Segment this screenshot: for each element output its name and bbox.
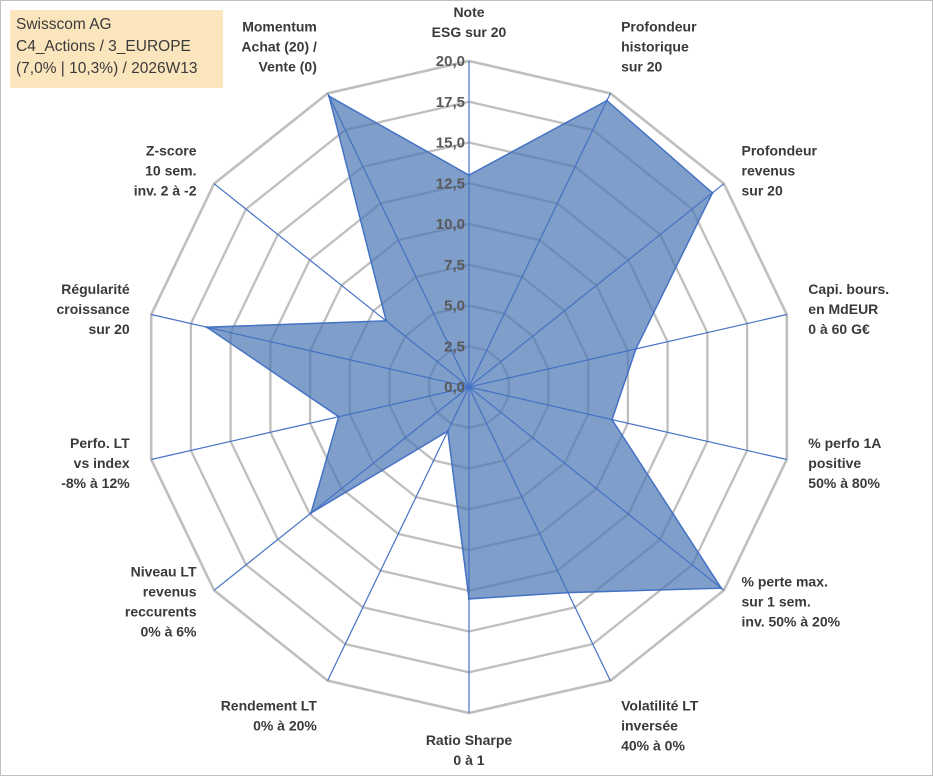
tick-label: 5,0	[444, 298, 465, 315]
axis-label: Capi. bours. en MdEUR 0 à 60 G€	[808, 281, 889, 337]
axis-spoke	[151, 313, 470, 388]
axis-label-line: % perfo 1A	[808, 435, 881, 451]
axis-label-line: ESG sur 20	[432, 24, 507, 40]
axis-label-line: sur 20	[621, 58, 662, 74]
tick-label: 7,5	[444, 257, 465, 274]
axis-label-line: 0% à 20%	[253, 718, 317, 734]
axis-label-line: inversée	[621, 718, 678, 734]
axis-label-line: 0 à 60 G€	[808, 321, 870, 337]
axis-label-line: sur 20	[742, 182, 783, 198]
tick-label: 10,0	[436, 216, 465, 233]
axis-label: Profondeur revenus sur 20	[742, 142, 818, 198]
axis-label: Momentum Achat (20) / Vente (0)	[241, 18, 317, 74]
axis-label: Régularité croissance sur 20	[57, 281, 130, 337]
axis-label-line: Régularité	[61, 281, 130, 297]
axis-label-line: reccurents	[125, 604, 197, 620]
info-company: Swisscom AG	[16, 16, 112, 33]
axis-label-line: revenus	[742, 162, 796, 178]
axis-spoke	[468, 313, 787, 388]
axis-label-line: 10 sem.	[145, 162, 196, 178]
axis-label-line: revenus	[143, 584, 197, 600]
axis-label-line: Capi. bours.	[808, 281, 889, 297]
axis-label-line: Achat (20) /	[241, 38, 317, 54]
axis-label-line: Profondeur	[742, 142, 818, 158]
axis-label-line: % perte max.	[742, 574, 828, 590]
axis-spoke	[327, 93, 470, 388]
info-category: C4_Actions / 3_EUROPE	[16, 38, 191, 55]
axis-label-line: Momentum	[242, 18, 317, 34]
axis-label: % perte max. sur 1 sem. inv. 50% à 20%	[742, 574, 841, 630]
tick-label: 15,0	[436, 135, 465, 152]
axis-label-line: Niveau LT	[131, 564, 197, 580]
axis-label-line: Z-score	[146, 142, 197, 158]
radial-tick-labels: 0,0 2,5 5,0 7,5 10,0 12,5 15,0 17,5 20,0	[436, 53, 465, 396]
axis-label-line: 0 à 1	[453, 752, 484, 768]
radar-spokes	[151, 61, 787, 713]
axis-label-line: Note	[453, 4, 484, 20]
tick-label: 12,5	[436, 175, 465, 192]
axis-spoke	[213, 183, 470, 388]
axis-spoke	[213, 386, 470, 591]
axis-spoke	[468, 386, 725, 591]
axis-label: % perfo 1A positive 50% à 80%	[808, 435, 881, 491]
axis-label-line: 40% à 0%	[621, 738, 685, 754]
tick-label: 2,5	[444, 338, 465, 355]
axis-label: Rendement LT 0% à 20%	[221, 698, 318, 734]
axis-spoke	[151, 386, 470, 461]
axis-label-line: -8% à 12%	[61, 475, 130, 491]
axis-label: Z-score 10 sem. inv. 2 à -2	[134, 142, 197, 198]
axis-label-line: sur 20	[88, 321, 129, 337]
axis-label-line: 0% à 6%	[140, 624, 197, 640]
axis-spoke	[468, 183, 725, 388]
axis-label-line: positive	[808, 455, 861, 471]
axis-spoke	[327, 386, 470, 681]
info-period: (7,0% | 10,3%) / 2026W13	[16, 60, 198, 77]
axis-spoke	[468, 386, 611, 681]
axis-label-line: inv. 2 à -2	[134, 182, 197, 198]
axis-label-line: inv. 50% à 20%	[742, 614, 841, 630]
axis-spoke	[468, 386, 787, 461]
axis-label: Note ESG sur 20	[432, 4, 507, 40]
tick-label: 20,0	[436, 53, 465, 70]
axis-label-line: sur 1 sem.	[742, 594, 811, 610]
axis-label: Volatilité LT inversée 40% à 0%	[621, 698, 699, 754]
axis-label: Niveau LT revenus reccurents 0% à 6%	[125, 564, 197, 640]
axis-label-line: Volatilité LT	[621, 698, 699, 714]
axis-label-line: Rendement LT	[221, 698, 318, 714]
axis-label: Perfo. LT vs index -8% à 12%	[61, 435, 130, 491]
axis-label-line: vs index	[74, 455, 130, 471]
axis-label-line: Perfo. LT	[70, 435, 130, 451]
axis-label-line: croissance	[57, 301, 130, 317]
axis-label-line: en MdEUR	[808, 301, 878, 317]
axis-labels: Note ESG sur 20 Profondeur historique sur 20…	[57, 4, 890, 768]
axis-label: Profondeur historique sur 20	[621, 18, 697, 74]
axis-label-line: 50% à 80%	[808, 475, 880, 491]
axis-label: Ratio Sharpe 0 à 1	[426, 732, 513, 768]
tick-label: 0,0	[444, 379, 465, 396]
info-box: Swisscom AG C4_Actions / 3_EUROPE (7,0% …	[10, 10, 223, 88]
axis-label-line: Vente (0)	[259, 58, 317, 74]
tick-label: 17,5	[436, 94, 465, 111]
axis-label-line: Profondeur	[621, 18, 697, 34]
axis-spoke	[468, 93, 611, 388]
axis-label-line: historique	[621, 38, 689, 54]
axis-label-line: Ratio Sharpe	[426, 732, 513, 748]
